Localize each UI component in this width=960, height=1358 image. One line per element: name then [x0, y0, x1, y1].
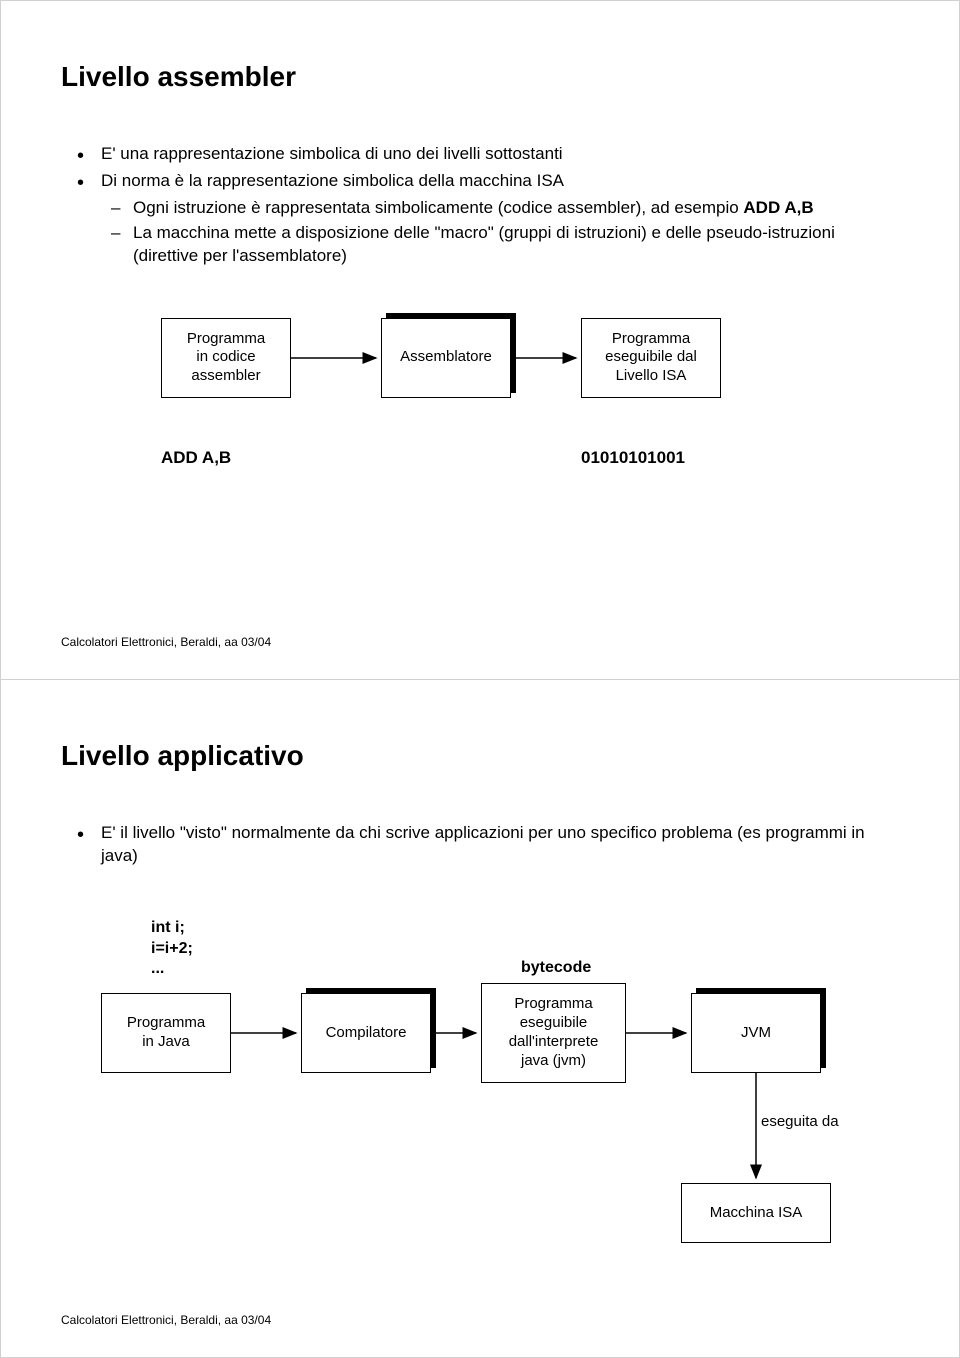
sub-item: La macchina mette a disposizione delle "… [133, 222, 899, 268]
bytecode-label: bytecode [521, 958, 591, 979]
box-compiler: Compilatore [301, 993, 431, 1073]
box-isa: Macchina ISA [681, 1183, 831, 1243]
label-add: ADD A,B [161, 448, 231, 468]
slide-title: Livello assembler [61, 61, 899, 93]
box-output: Programma eseguibile dal Livello ISA [581, 318, 721, 398]
bullet-item: E' una rappresentazione simbolica di uno… [101, 143, 899, 166]
bullet-list: E' il livello "visto" normalmente da chi… [61, 822, 899, 868]
diagram-applicative: int i; i=i+2; ... bytecode Programma in … [61, 918, 899, 1258]
code-sample: int i; i=i+2; ... [151, 918, 193, 980]
footer-text: Calcolatori Elettronici, Beraldi, aa 03/… [61, 1313, 271, 1327]
box-source: Programma in codice assembler [161, 318, 291, 398]
bullet-item: E' il livello "visto" normalmente da chi… [101, 822, 899, 868]
slide-1: Livello assembler E' una rappresentazion… [0, 0, 960, 680]
box-jvm: JVM [691, 993, 821, 1073]
footer-text: Calcolatori Elettronici, Beraldi, aa 03/… [61, 635, 271, 649]
box-java-source: Programma in Java [101, 993, 231, 1073]
diagram-assembler: Programma in codice assembler Assemblato… [61, 308, 899, 508]
sub-list: Ogni istruzione è rappresentata simbolic… [101, 197, 899, 268]
bullet-item: Di norma è la rappresentazione simbolica… [101, 170, 899, 268]
box-bytecode: Programma eseguibile dall'interprete jav… [481, 983, 626, 1083]
slide-2: Livello applicativo E' il livello "visto… [0, 680, 960, 1358]
bullet-list: E' una rappresentazione simbolica di uno… [61, 143, 899, 268]
sub-item: Ogni istruzione è rappresentata simbolic… [133, 197, 899, 220]
label-eseguita: eseguita da [761, 1113, 839, 1130]
box-assembler: Assemblatore [381, 318, 511, 398]
slide-title: Livello applicativo [61, 740, 899, 772]
label-binary: 01010101001 [581, 448, 685, 468]
